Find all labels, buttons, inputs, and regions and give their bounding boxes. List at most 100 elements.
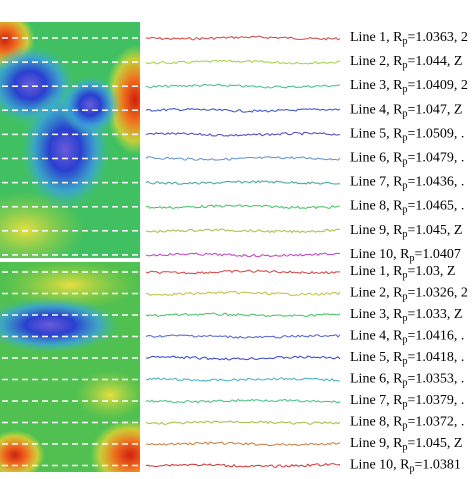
label-sub: p bbox=[403, 157, 408, 168]
profile-line bbox=[145, 156, 341, 161]
line-label: Line 5, Rp=1.0418, . bbox=[350, 350, 464, 367]
line-label: Line 1, Rp=1.03, Z bbox=[350, 264, 455, 281]
label-rest: =1.0436, . bbox=[408, 175, 465, 190]
label-text: Line 4, R bbox=[350, 103, 403, 118]
line-label: Line 10, Rp=1.0407 bbox=[350, 247, 461, 264]
label-text: Line 10, R bbox=[350, 458, 410, 473]
line-label: Line 1, Rp=1.0363, 2 bbox=[350, 30, 468, 47]
label-text: Line 6, R bbox=[350, 372, 403, 387]
line-label: Line 4, Rp=1.0416, . bbox=[350, 329, 464, 346]
line-label: Line 7, Rp=1.0436, . bbox=[350, 175, 464, 192]
label-rest: =1.0465, . bbox=[408, 199, 465, 214]
profile-line bbox=[145, 180, 341, 185]
line-label: Line 6, Rp=1.0479, . bbox=[350, 151, 464, 168]
label-sub: p bbox=[403, 133, 408, 144]
profile-line bbox=[145, 35, 341, 41]
label-sub: p bbox=[403, 181, 408, 192]
label-sub: p bbox=[403, 399, 408, 410]
label-rest: =1.0353, . bbox=[408, 372, 465, 387]
label-rest: =1.0509, . bbox=[408, 127, 465, 142]
profile-line bbox=[145, 420, 341, 425]
label-sub: p bbox=[403, 335, 408, 346]
label-text: Line 6, R bbox=[350, 151, 403, 166]
line-label: Line 5, Rp=1.0509, . bbox=[350, 127, 464, 144]
label-rest: =1.0379, . bbox=[408, 393, 465, 408]
label-rest: =1.045, Z bbox=[408, 223, 463, 238]
profile-line bbox=[145, 462, 341, 468]
profile-line bbox=[145, 228, 341, 234]
label-rest: =1.045, Z bbox=[408, 436, 463, 451]
label-text: Line 9, R bbox=[350, 223, 403, 238]
label-sub: p bbox=[403, 356, 408, 367]
label-text: Line 5, R bbox=[350, 350, 403, 365]
line-label: Line 6, Rp=1.0353, . bbox=[350, 372, 464, 389]
label-rest: =1.033, Z bbox=[408, 307, 463, 322]
heatmap-bottom bbox=[0, 262, 140, 472]
label-text: Line 5, R bbox=[350, 127, 403, 142]
line-label: Line 8, Rp=1.0372, . bbox=[350, 415, 464, 432]
label-text: Line 3, R bbox=[350, 78, 403, 93]
label-text: Line 2, R bbox=[350, 286, 403, 301]
profile-line bbox=[145, 355, 341, 361]
label-text: Line 7, R bbox=[350, 175, 403, 190]
label-sub: p bbox=[403, 292, 408, 303]
label-text: Line 2, R bbox=[350, 54, 403, 69]
label-sub: p bbox=[410, 253, 415, 264]
label-sub: p bbox=[403, 442, 408, 453]
heatmap-top bbox=[0, 22, 140, 258]
label-rest: =1.044, Z bbox=[408, 54, 463, 69]
label-sub: p bbox=[403, 229, 408, 240]
line-label: Line 8, Rp=1.0465, . bbox=[350, 199, 464, 216]
label-text: Line 9, R bbox=[350, 436, 403, 451]
profile-line bbox=[145, 83, 341, 89]
label-text: Line 8, R bbox=[350, 415, 403, 430]
label-sub: p bbox=[403, 205, 408, 216]
label-text: Line 8, R bbox=[350, 199, 403, 214]
profile-line bbox=[145, 312, 341, 318]
label-sub: p bbox=[410, 464, 415, 474]
line-label: Line 9, Rp=1.045, Z bbox=[350, 223, 462, 240]
line-label: Line 2, Rp=1.0326, 2 bbox=[350, 286, 468, 303]
profile-line bbox=[145, 131, 341, 137]
label-rest: =1.0363, 2 bbox=[408, 30, 468, 45]
label-rest: =1.0326, 2 bbox=[408, 286, 468, 301]
profile-line bbox=[145, 107, 341, 113]
label-sub: p bbox=[403, 313, 408, 324]
line-label: Line 2, Rp=1.044, Z bbox=[350, 54, 462, 71]
label-sub: p bbox=[403, 270, 408, 281]
label-sub: p bbox=[403, 421, 408, 432]
label-text: Line 10, R bbox=[350, 247, 410, 262]
label-rest: =1.0381 bbox=[415, 458, 461, 473]
line-label: Line 4, Rp=1.047, Z bbox=[350, 103, 462, 120]
profile-line bbox=[145, 204, 341, 210]
line-label: Line 7, Rp=1.0379, . bbox=[350, 393, 464, 410]
label-rest: =1.0407 bbox=[415, 247, 461, 262]
label-sub: p bbox=[403, 109, 408, 120]
line-label: Line 3, Rp=1.033, Z bbox=[350, 307, 462, 324]
profile-line bbox=[145, 269, 341, 275]
label-rest: =1.03, Z bbox=[408, 264, 456, 279]
label-rest: =1.047, Z bbox=[408, 103, 463, 118]
line-label: Line 9, Rp=1.045, Z bbox=[350, 436, 462, 453]
label-text: Line 4, R bbox=[350, 329, 403, 344]
profile-line bbox=[145, 398, 341, 404]
label-text: Line 1, R bbox=[350, 264, 403, 279]
label-text: Line 3, R bbox=[350, 307, 403, 322]
label-sub: p bbox=[403, 60, 408, 71]
label-rest: =1.0409, 2 bbox=[408, 78, 468, 93]
label-sub: p bbox=[403, 36, 408, 47]
label-sub: p bbox=[403, 378, 408, 389]
label-text: Line 7, R bbox=[350, 393, 403, 408]
profile-line bbox=[145, 252, 341, 258]
profile-line bbox=[145, 441, 341, 447]
label-rest: =1.0372, . bbox=[408, 415, 465, 430]
line-label: Line 3, Rp=1.0409, 2 bbox=[350, 78, 468, 95]
profile-line bbox=[145, 377, 341, 382]
label-text: Line 1, R bbox=[350, 30, 403, 45]
profile-line bbox=[145, 333, 341, 339]
line-label: Line 10, Rp=1.0381 bbox=[350, 458, 461, 474]
profile-line bbox=[145, 290, 341, 296]
label-rest: =1.0479, . bbox=[408, 151, 465, 166]
label-rest: =1.0416, . bbox=[408, 329, 465, 344]
